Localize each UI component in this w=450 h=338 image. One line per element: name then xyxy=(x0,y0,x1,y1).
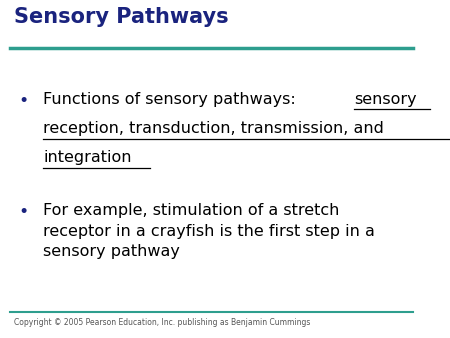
Text: Copyright © 2005 Pearson Education, Inc. publishing as Benjamin Cummings: Copyright © 2005 Pearson Education, Inc.… xyxy=(14,318,310,327)
Text: For example, stimulation of a stretch
receptor in a crayfish is the first step i: For example, stimulation of a stretch re… xyxy=(43,203,375,259)
Text: reception, transduction, transmission, and: reception, transduction, transmission, a… xyxy=(43,121,384,136)
Text: Sensory Pathways: Sensory Pathways xyxy=(14,6,229,26)
Text: integration: integration xyxy=(43,150,132,165)
Text: •: • xyxy=(18,92,28,110)
Text: •: • xyxy=(18,203,28,221)
Text: sensory: sensory xyxy=(354,92,417,106)
Text: Functions of sensory pathways:: Functions of sensory pathways: xyxy=(43,92,302,106)
